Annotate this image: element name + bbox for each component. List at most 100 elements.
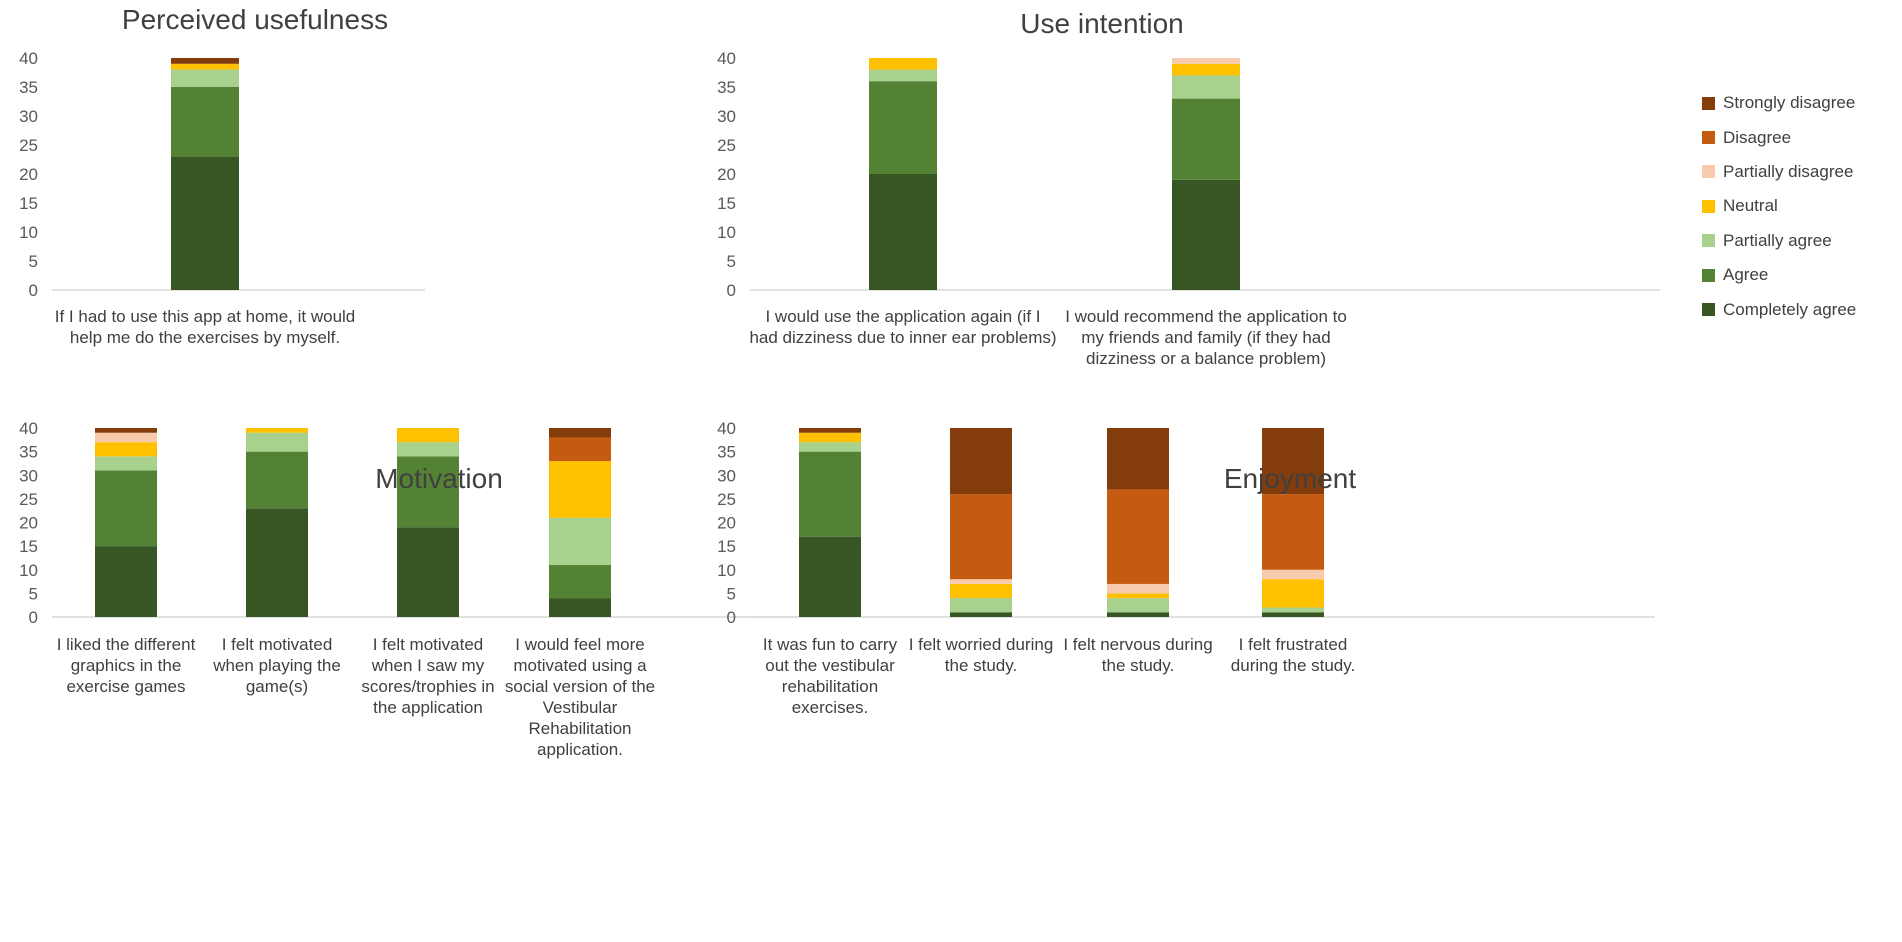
legend-item: Partially disagree (1702, 155, 1902, 189)
y-tick-label: 25 (19, 136, 38, 155)
bar-segment-disagree (1107, 489, 1169, 584)
y-tick-label: 40 (19, 419, 38, 438)
y-tick-label: 20 (19, 514, 38, 533)
legend-item: Neutral (1702, 189, 1902, 223)
bar-segment-disagree (950, 494, 1012, 580)
y-tick-label: 40 (19, 49, 38, 68)
bar-segment-partially-agree (246, 432, 308, 452)
bar-segment-agree (95, 470, 157, 547)
legend-item: Strongly disagree (1702, 86, 1902, 120)
category-label: I felt worried during the study. (908, 635, 1054, 675)
bar-segment-neutral (397, 428, 459, 443)
bar-segment-partially-agree (950, 598, 1012, 613)
y-tick-label: 40 (717, 49, 736, 68)
bar-segment-neutral (171, 63, 239, 70)
bar-segment-partially-agree (95, 456, 157, 471)
bar-segment-completely-agree (869, 174, 937, 290)
bar-segment-neutral (246, 428, 308, 433)
bar-segment-disagree (1262, 494, 1324, 570)
bar-segment-neutral (950, 583, 1012, 599)
y-tick-label: 35 (19, 78, 38, 97)
bar-segment-strongly-disagree (549, 428, 611, 438)
bar-segment-agree (869, 81, 937, 174)
legend-label: Partially agree (1723, 230, 1832, 250)
y-tick-label: 5 (727, 584, 736, 603)
y-tick-label: 10 (717, 561, 736, 580)
bar-segment-neutral (869, 58, 937, 70)
legend-swatch (1702, 234, 1715, 248)
legend-label: Agree (1723, 265, 1769, 285)
legend-label: Neutral (1723, 196, 1778, 216)
legend-item: Disagree (1702, 120, 1902, 154)
chart-title-motivation: Motivation (375, 463, 503, 494)
bar-segment-agree (799, 451, 861, 537)
bar-segment-neutral (1107, 593, 1169, 599)
bar-segment-completely-agree (549, 598, 611, 617)
y-tick-label: 35 (717, 443, 736, 462)
category-label: I felt nervous during the study. (1063, 635, 1213, 675)
y-tick-label: 30 (717, 107, 736, 126)
y-tick-label: 25 (19, 490, 38, 509)
bar-segment-agree (171, 87, 239, 157)
category-label: I felt motivated when I saw my scores/tr… (361, 635, 495, 717)
bar-segment-strongly-disagree (1262, 428, 1324, 495)
y-tick-label: 10 (717, 223, 736, 242)
y-tick-label: 30 (19, 466, 38, 485)
y-tick-label: 10 (19, 561, 38, 580)
chart-title-enjoyment: Enjoyment (1223, 463, 1357, 494)
bar-segment-completely-agree (397, 527, 459, 617)
bar-segment-neutral (95, 442, 157, 457)
legend-item: Partially agree (1702, 224, 1902, 258)
bar-segment-strongly-disagree (1107, 428, 1169, 490)
legend-swatch (1702, 131, 1715, 145)
y-tick-label: 15 (717, 537, 736, 556)
bar-segment-neutral (1262, 579, 1324, 608)
y-tick-label: 25 (717, 490, 736, 509)
legend-label: Partially disagree (1723, 161, 1854, 181)
bar-segment-strongly-disagree (95, 428, 157, 433)
y-tick-label: 30 (717, 466, 736, 485)
bar-segment-completely-agree (1172, 179, 1240, 290)
bar-segment-neutral (1172, 63, 1240, 76)
bar-segment-agree (397, 456, 459, 528)
legend-swatch (1702, 303, 1715, 317)
bar-segment-agree (1172, 98, 1240, 180)
bar-segment-strongly-disagree (950, 428, 1012, 495)
category-label: I would use the application again (if I … (749, 307, 1057, 347)
legend-label: Strongly disagree (1723, 93, 1856, 113)
y-tick-label: 30 (19, 107, 38, 126)
bar-segment-completely-agree (1107, 612, 1169, 617)
bar-segment-partially-disagree (95, 432, 157, 443)
category-label: I would feel more motivated using a soci… (504, 635, 656, 759)
y-tick-label: 0 (727, 281, 736, 300)
bar-segment-completely-agree (799, 536, 861, 617)
chart-title-perceived-usefulness: Perceived usefulness (121, 4, 389, 35)
bar-segment-partially-disagree (1107, 583, 1169, 594)
bar-segment-partially-agree (1172, 75, 1240, 99)
y-tick-label: 10 (19, 223, 38, 242)
legend-item: Completely agree (1702, 292, 1902, 326)
bar-segment-partially-disagree (1262, 569, 1324, 580)
bar-segment-partially-agree (869, 69, 937, 82)
category-label: If I had to use this app at home, it wou… (54, 307, 356, 347)
y-tick-label: 5 (29, 584, 38, 603)
category-label: I liked the different graphics in the ex… (56, 635, 196, 696)
y-tick-label: 20 (717, 165, 736, 184)
legend: Strongly disagree Disagree Partially dis… (1702, 86, 1902, 327)
bar-segment-completely-agree (95, 546, 157, 617)
bar-segment-completely-agree (950, 612, 1012, 617)
bar-segment-strongly-disagree (171, 58, 239, 64)
y-tick-label: 5 (29, 252, 38, 271)
bar-segment-partially-disagree (950, 579, 1012, 584)
legend-swatch (1702, 268, 1715, 282)
bar-segment-agree (549, 565, 611, 599)
legend-item: Agree (1702, 258, 1902, 292)
bar-segment-partially-agree (1107, 598, 1169, 613)
y-tick-label: 0 (29, 281, 38, 300)
legend-label: Disagree (1723, 127, 1792, 147)
legend-swatch (1702, 96, 1715, 110)
y-tick-label: 15 (19, 537, 38, 556)
y-tick-label: 0 (29, 608, 38, 627)
